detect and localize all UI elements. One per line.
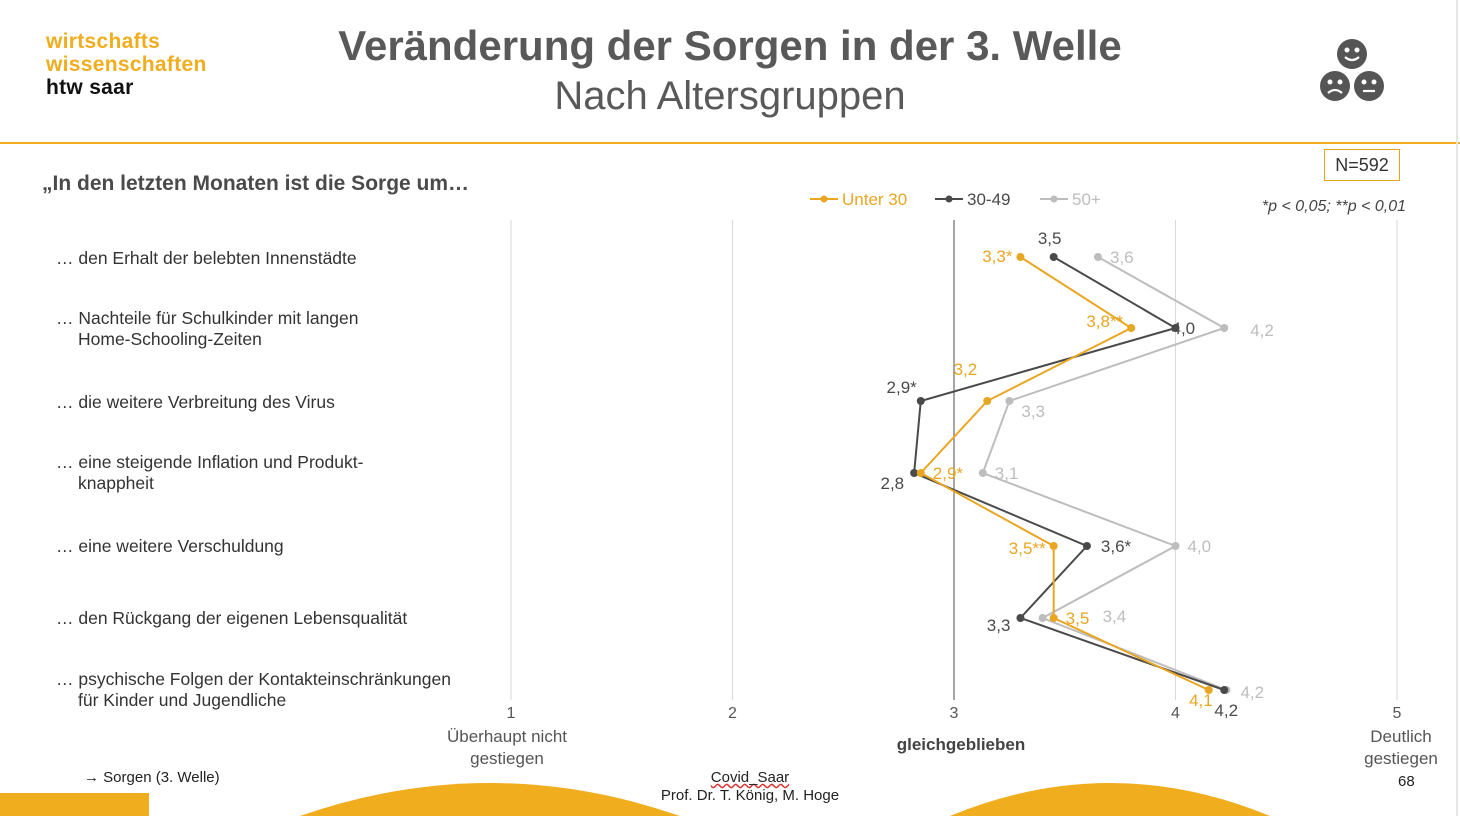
data-point-unter30 xyxy=(983,397,992,405)
data-point-age50plus xyxy=(1171,542,1180,550)
legend-label-age50plus: 50+ xyxy=(1072,190,1101,209)
logo-line-1: wirtschafts xyxy=(46,30,161,53)
x-tick-label: 3 xyxy=(950,705,959,722)
logo-line-2: wissenschaften xyxy=(46,53,207,76)
footer-arcs xyxy=(300,783,1270,816)
x-anchor-label: Überhaupt nicht xyxy=(447,727,567,746)
x-anchor-label: gestiegen xyxy=(470,749,544,768)
data-point-age30_49 xyxy=(910,469,919,477)
item-label-line: Home-Schooling-Zeiten xyxy=(78,329,262,349)
item-label-line: für Kinder und Jugendliche xyxy=(78,690,287,710)
data-point-unter30 xyxy=(1204,686,1213,694)
data-label-unter30: 2,9* xyxy=(933,464,964,483)
data-point-unter30 xyxy=(1016,253,1025,261)
data-label-age50plus: 3,3 xyxy=(1021,402,1045,421)
data-point-unter30 xyxy=(1049,542,1058,550)
x-anchor-label: gleichgeblieben xyxy=(897,735,1025,754)
page-title: Veränderung der Sorgen in der 3. Welle xyxy=(338,22,1122,69)
header-divider xyxy=(0,142,1460,144)
legend-marker-age50plus xyxy=(1050,195,1058,203)
item-label: … eine steigende Inflation und Produkt- … xyxy=(56,452,363,494)
x-tick-label: 1 xyxy=(507,705,516,722)
item-label-line: … den Rückgang der eigenen Lebensqualitä… xyxy=(56,608,408,628)
data-point-age30_49 xyxy=(1049,253,1058,261)
data-point-age50plus xyxy=(1093,253,1102,261)
x-anchor-label: gestiegen xyxy=(1364,749,1438,768)
page-number: 68 xyxy=(1398,773,1415,790)
x-tick-label: 2 xyxy=(728,705,737,722)
data-point-age50plus xyxy=(978,469,987,477)
data-label-age30_49: 2,9* xyxy=(887,378,918,397)
item-label-line: … Nachteile für Schulkinder mit langen xyxy=(56,308,359,328)
x-tick-label: 4 xyxy=(1171,705,1180,722)
data-point-age30_49 xyxy=(1220,686,1229,694)
data-label-unter30: 4,1 xyxy=(1189,691,1213,710)
data-label-unter30: 3,5** xyxy=(1009,539,1046,558)
item-label: … psychische Folgen der Kontakteinschrän… xyxy=(56,669,451,711)
data-point-age50plus xyxy=(1220,324,1229,332)
item-label-line: … die weitere Verbreitung des Virus xyxy=(56,392,335,412)
faces-icon xyxy=(1320,39,1384,101)
data-label-age30_49: 2,8 xyxy=(880,474,904,493)
footer-authors: Prof. Dr. T. König, M. Hoge xyxy=(660,787,840,804)
data-label-unter30: 3,3* xyxy=(982,247,1013,266)
data-label-age50plus: 3,1 xyxy=(995,464,1019,483)
footer-accent-block xyxy=(0,793,149,816)
data-point-unter30 xyxy=(916,469,925,477)
data-label-unter30: 3,5 xyxy=(1066,609,1090,628)
data-label-age50plus: 3,4 xyxy=(1103,607,1127,626)
data-label-age30_49: 4,0 xyxy=(1172,319,1196,338)
x-tick-label: 5 xyxy=(1393,705,1402,722)
data-point-age30_49 xyxy=(916,397,925,405)
data-label-age50plus: 3,6 xyxy=(1110,248,1134,267)
data-point-unter30 xyxy=(1049,614,1058,622)
right-border xyxy=(1456,0,1458,816)
data-label-unter30: 3,2 xyxy=(954,360,978,379)
logo-line-3: htw saar xyxy=(46,76,134,99)
page-subtitle: Nach Altersgruppen xyxy=(554,74,906,118)
footer-link[interactable]: → Sorgen (3. Welle) xyxy=(84,769,220,786)
data-point-age50plus xyxy=(1038,614,1047,622)
sample-size-badge: N=592 xyxy=(1324,149,1400,181)
item-label: … die weitere Verbreitung des Virus xyxy=(56,392,335,413)
x-anchor-label: Deutlich xyxy=(1370,727,1431,746)
data-label-age30_49: 3,6* xyxy=(1101,537,1132,556)
data-label-age30_49: 4,2 xyxy=(1214,701,1238,720)
legend-marker-unter30 xyxy=(820,195,828,203)
data-point-age50plus xyxy=(1005,397,1014,405)
item-label: … den Rückgang der eigenen Lebensqualitä… xyxy=(56,608,407,629)
data-label-age50plus: 4,2 xyxy=(1240,683,1264,702)
data-label-age50plus: 4,0 xyxy=(1188,537,1212,556)
item-label-line: … eine weitere Verschuldung xyxy=(56,536,284,556)
legend-marker-age30_49 xyxy=(945,195,953,203)
data-point-unter30 xyxy=(1127,324,1136,332)
item-label-line: … psychische Folgen der Kontakteinschrän… xyxy=(56,669,451,689)
item-label-line: knappheit xyxy=(78,473,154,493)
item-label-line: … den Erhalt der belebten Innenstädte xyxy=(56,248,357,268)
legend-label-age30_49: 30-49 xyxy=(967,190,1010,209)
logo: wirtschafts wissenschaften htw saar xyxy=(46,30,266,99)
data-point-age30_49 xyxy=(1082,542,1091,550)
data-point-age30_49 xyxy=(1171,324,1180,332)
item-label: … eine weitere Verschuldung xyxy=(56,536,284,557)
question-text: „In den letzten Monaten ist die Sorge um… xyxy=(42,172,470,195)
data-point-age30_49 xyxy=(1016,614,1025,622)
data-label-age50plus: 4,2 xyxy=(1250,321,1274,340)
data-label-unter30: 3,8** xyxy=(1086,312,1123,331)
significance-note: *p < 0,05; **p < 0,01 xyxy=(1261,198,1406,215)
data-label-age30_49: 3,5 xyxy=(1038,229,1062,248)
legend-label-unter30: Unter 30 xyxy=(842,190,907,209)
item-label-line: … eine steigende Inflation und Produkt- xyxy=(56,452,364,472)
item-label: … den Erhalt der belebten Innenstädte xyxy=(56,248,357,269)
item-label: … Nachteile für Schulkinder mit langen H… xyxy=(56,308,359,350)
data-label-age30_49: 3,3 xyxy=(987,616,1011,635)
footer-project: Covid_Saar xyxy=(710,769,790,786)
